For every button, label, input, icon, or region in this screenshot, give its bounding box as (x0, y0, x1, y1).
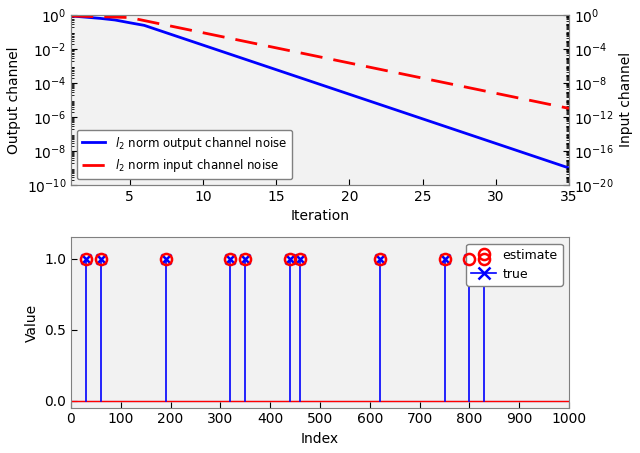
Legend: $l_2$ norm output channel noise, $l_2$ norm input channel noise: $l_2$ norm output channel noise, $l_2$ n… (77, 130, 292, 179)
Y-axis label: Value: Value (24, 304, 38, 342)
X-axis label: Iteration: Iteration (291, 209, 349, 223)
Y-axis label: Input channel: Input channel (619, 53, 633, 148)
X-axis label: Index: Index (301, 432, 339, 446)
Y-axis label: Output channel: Output channel (7, 46, 21, 154)
Legend: estimate, true: estimate, true (467, 244, 563, 286)
